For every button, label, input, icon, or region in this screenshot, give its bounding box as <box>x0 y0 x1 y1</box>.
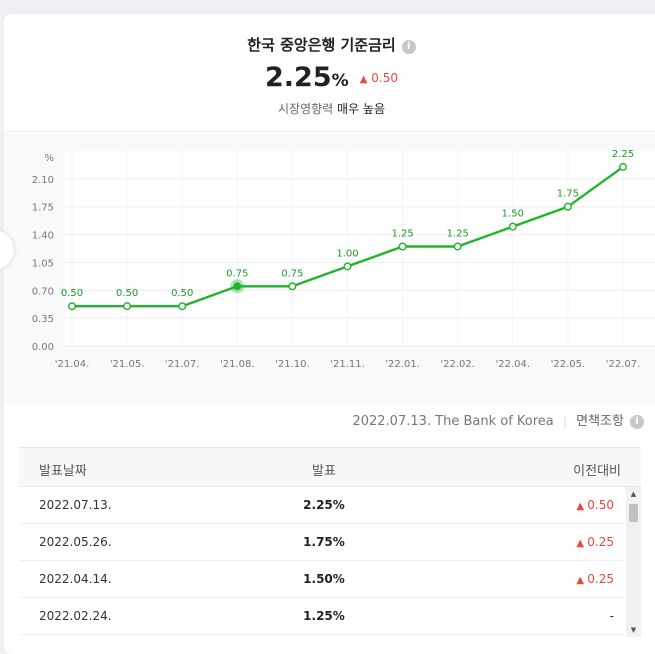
y-tick-label: 0.70 <box>32 286 54 297</box>
table-header: 발표날짜 발표 이전대비 <box>19 447 641 487</box>
disclaimer-info-icon[interactable]: i <box>630 415 644 429</box>
row-change: ▲ 0.50 <box>576 498 614 512</box>
table-body: 2022.07.13. 2.25% ▲ 0.50 2022.05.26. 1.75% ▲ … <box>19 487 641 635</box>
header-date: 발표날짜 <box>39 464 87 479</box>
data-label: 0.50 <box>116 288 138 299</box>
data-label: 1.25 <box>447 229 469 240</box>
data-point <box>563 202 572 211</box>
title-row: 한국 중앙은행 기준금리 i <box>4 34 655 55</box>
impact-label: 시장영향력 <box>277 102 334 116</box>
x-tick-label: '21.07. <box>165 359 200 370</box>
table-row: 2022.02.24. 1.25% - <box>19 598 624 635</box>
data-point <box>619 162 628 171</box>
data-point <box>233 282 242 291</box>
data-label: 1.25 <box>391 229 413 240</box>
rate-header: 한국 중앙은행 기준금리 i 2.25% ▲ 0.50 시장영향력 매우 높음 <box>4 14 655 132</box>
data-point <box>398 242 407 251</box>
row-change: ▲ 0.25 <box>576 572 614 586</box>
up-triangle-icon: ▲ <box>359 74 368 85</box>
release-table: 발표날짜 발표 이전대비 2022.07.13. 2.25% ▲ 0.50 2022.… <box>19 447 641 637</box>
data-point <box>343 262 352 271</box>
up-triangle-icon: ▲ <box>576 538 588 549</box>
divider: | <box>562 414 568 429</box>
y-axis-label: % <box>44 153 54 164</box>
value-row: 2.25% ▲ 0.50 <box>4 62 655 93</box>
row-date: 2022.02.24. <box>39 609 112 623</box>
scroll-thumb[interactable] <box>629 504 638 522</box>
rate-change: ▲ 0.50 <box>360 71 398 85</box>
data-label: 2.25 <box>612 149 634 160</box>
row-change-value: 0.25 <box>587 572 614 586</box>
data-label: 1.00 <box>336 248 358 259</box>
x-tick-label: '22.01. <box>385 359 420 370</box>
y-tick-label: 2.10 <box>32 175 54 186</box>
x-tick-label: '21.11. <box>330 359 365 370</box>
x-tick-label: '22.05. <box>551 359 586 370</box>
header-value: 발표 <box>312 464 336 479</box>
row-change-value: 0.50 <box>587 498 614 512</box>
data-label: 1.50 <box>502 209 524 220</box>
interest-rate-card: 한국 중앙은행 기준금리 i 2.25% ▲ 0.50 시장영향력 매우 높음 0… <box>4 14 655 654</box>
table-row: 2022.04.14. 1.50% ▲ 0.25 <box>19 561 624 598</box>
up-triangle-icon: ▲ <box>576 501 588 512</box>
prev-panel-handle[interactable] <box>0 230 14 270</box>
row-value: 2.25% <box>303 498 345 512</box>
row-change: ▲ 0.25 <box>576 535 614 549</box>
scroll-up-icon[interactable]: ▲ <box>630 490 637 498</box>
row-value: 1.25% <box>303 609 345 623</box>
rate-change-value: 0.50 <box>371 71 398 85</box>
row-change: - <box>610 609 614 623</box>
data-point <box>288 282 297 291</box>
table-row: 2022.05.26. 1.75% ▲ 0.25 <box>19 524 624 561</box>
x-tick-label: '22.02. <box>440 359 475 370</box>
data-point <box>508 222 517 231</box>
data-label: 0.75 <box>226 268 248 279</box>
row-date: 2022.05.26. <box>39 535 112 549</box>
chart-area: 0.00 0.35 0.70 1.05 1.40 1.75 2.10% '21.04. '21.… <box>4 133 655 403</box>
x-tick-label: '21.08. <box>220 359 255 370</box>
row-value: 1.50% <box>303 572 345 586</box>
impact-value: 매우 높음 <box>337 102 385 116</box>
y-tick-label: 1.05 <box>32 258 54 269</box>
data-label: 1.75 <box>557 189 579 200</box>
page-title: 한국 중앙은행 기준금리 <box>247 36 396 54</box>
scroll-down-icon[interactable]: ▼ <box>630 626 637 634</box>
x-tick-label: '22.04. <box>496 359 531 370</box>
data-point <box>453 242 462 251</box>
y-tick-label: 1.40 <box>32 231 54 242</box>
row-date: 2022.04.14. <box>39 572 112 586</box>
row-change-value: - <box>609 609 614 623</box>
rate-line-chart: 0.00 0.35 0.70 1.05 1.40 1.75 2.10% '21.04. '21.… <box>32 149 655 370</box>
row-change-value: 0.25 <box>587 535 614 549</box>
source-row: 2022.07.13. The Bank of Korea | 면책조항 i <box>352 410 644 429</box>
table-scrollbar[interactable]: ▲ ▼ <box>626 487 641 637</box>
release-source: 2022.07.13. The Bank of Korea <box>352 414 554 429</box>
y-tick-label: 0.35 <box>32 314 54 325</box>
y-tick-label: 1.75 <box>32 203 54 214</box>
plot-background <box>64 151 655 346</box>
rate-unit: % <box>331 71 349 91</box>
x-tick-label: '22.07. <box>606 359 641 370</box>
data-point <box>178 302 187 311</box>
table-row: 2022.07.13. 2.25% ▲ 0.50 <box>19 487 624 524</box>
data-label: 0.75 <box>281 268 303 279</box>
row-value: 1.75% <box>303 535 345 549</box>
x-tick-label: '21.10. <box>275 359 310 370</box>
impact-row: 시장영향력 매우 높음 <box>4 100 655 117</box>
disclaimer-link[interactable]: 면책조항 <box>576 414 624 429</box>
x-tick-label: '21.05. <box>110 359 145 370</box>
info-icon[interactable]: i <box>401 40 416 54</box>
data-label: 0.50 <box>61 288 83 299</box>
row-date: 2022.07.13. <box>39 498 112 512</box>
up-triangle-icon: ▲ <box>576 575 588 586</box>
current-rate: 2.25 <box>264 62 332 93</box>
y-tick-label: 0.00 <box>32 342 54 353</box>
data-label: 0.50 <box>171 288 193 299</box>
data-point <box>123 302 132 311</box>
header-change: 이전대비 <box>573 464 621 479</box>
x-tick-label: '21.04. <box>55 359 90 370</box>
data-point <box>67 302 76 311</box>
